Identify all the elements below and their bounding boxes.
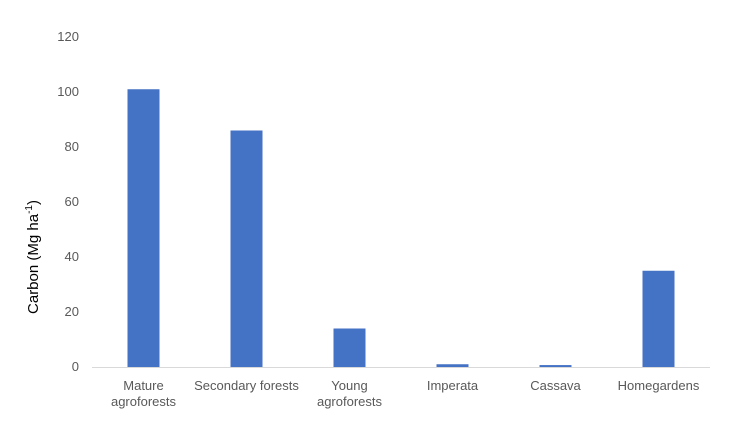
bar (436, 364, 469, 367)
x-category-label: Homegardens (618, 378, 700, 393)
x-category-label-line: Mature (123, 378, 163, 393)
x-category-label-line: Cassava (530, 378, 581, 393)
y-tick-label: 0 (72, 359, 79, 374)
y-tick-label: 120 (57, 29, 79, 44)
y-axis-title-close: ) (25, 200, 42, 205)
x-category-label: Imperata (427, 378, 479, 393)
y-tick-label: 60 (65, 194, 79, 209)
y-axis-title-superscript: -1 (24, 205, 35, 214)
bars (127, 89, 675, 367)
bar (230, 130, 263, 367)
x-category-label: Mature agroforests (111, 378, 177, 409)
y-tick-label: 80 (65, 139, 79, 154)
x-category-label: Cassava (530, 378, 581, 393)
y-tick-label: 20 (65, 304, 79, 319)
x-category-label-line: Young (331, 378, 367, 393)
x-category-label-line: Secondary forests (194, 378, 299, 393)
y-tick-label: 40 (65, 249, 79, 264)
x-category-label-line: Imperata (427, 378, 479, 393)
x-category-label-line: agroforests (111, 394, 177, 409)
x-category-label-line: agroforests (317, 394, 383, 409)
x-category-label-line: Homegardens (618, 378, 700, 393)
y-axis-ticks: 0 20 40 60 80 100 120 (57, 29, 79, 374)
x-category-label: Young agroforests (317, 378, 383, 409)
x-category-label: Secondary forests (194, 378, 299, 393)
bar (333, 328, 366, 367)
y-tick-label: 100 (57, 84, 79, 99)
bar (127, 89, 160, 367)
y-axis-title: Carbon (Mg ha-1) (24, 200, 42, 314)
bar (539, 365, 572, 367)
bar (642, 270, 675, 367)
